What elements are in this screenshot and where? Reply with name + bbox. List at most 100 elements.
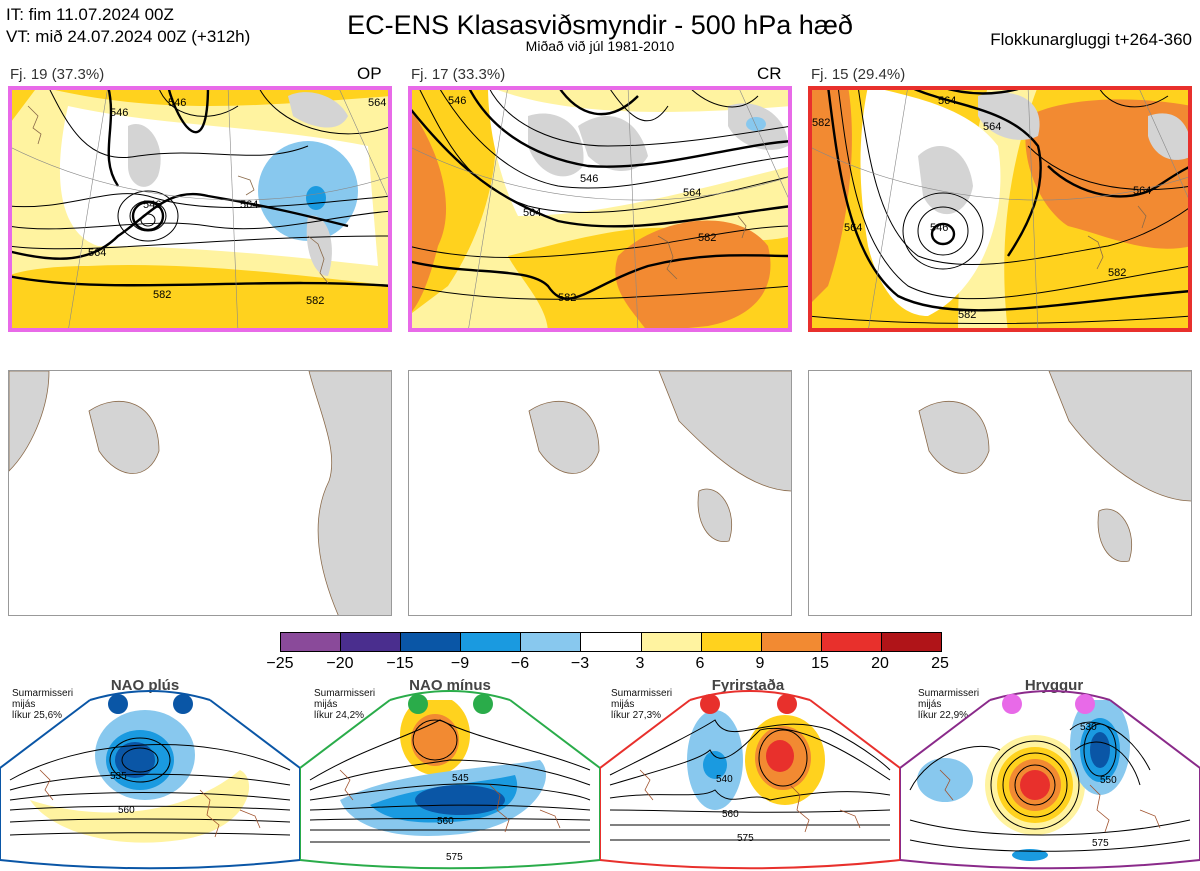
contour-label: 582 — [153, 289, 171, 301]
colorbar-tick: 3 — [635, 655, 645, 672]
base-map-1 — [8, 370, 392, 616]
contour-label: 550 — [1100, 775, 1117, 786]
regime-4-note: Sumarmisseri mijás líkur 22,9% — [918, 688, 980, 721]
contour-label: 564 — [368, 97, 386, 109]
regime-4-map: 530 550 575 — [900, 690, 1200, 870]
colorbar-tick: 9 — [755, 655, 765, 672]
regime-3-dot — [777, 694, 797, 714]
colorbar-tick: 15 — [811, 655, 829, 672]
page-title: EC-ENS Klasasviðsmyndir - 500 hPa hæð — [347, 10, 853, 40]
regime-1-dot — [108, 694, 128, 714]
contour-label: 582 — [958, 309, 976, 321]
colorbar-swatch — [580, 633, 641, 651]
contour-label: 575 — [446, 852, 463, 863]
contour-label: 546 — [930, 222, 948, 234]
contour-label: 546 — [580, 173, 598, 185]
colorbar-swatch — [460, 633, 521, 651]
contour-label: 545 — [452, 773, 469, 784]
regime-2-dot — [408, 694, 428, 714]
contour-label: 564 — [983, 121, 1001, 133]
contour-label: 582 — [698, 232, 716, 244]
cluster-2-label: Fj. 17 (33.3%) — [411, 66, 506, 83]
regime-2-frame — [300, 699, 600, 870]
valid-time: VT: mið 24.07.2024 00Z (+312h) — [6, 27, 251, 46]
colorbar-swatch — [700, 633, 761, 651]
colorbar-swatch — [400, 633, 461, 651]
contour-label: 564 — [88, 247, 106, 259]
cluster-1-map: 546 546 546 564 564 564 582 582 — [8, 86, 392, 332]
cluster-2-map: 546 546 564 564 582 582 — [408, 86, 792, 332]
contour-label: 546 — [448, 95, 466, 107]
contour-label: 575 — [1092, 838, 1109, 849]
colorbar-swatch — [520, 633, 581, 651]
regime-2-dot — [473, 694, 493, 714]
base-map-3 — [808, 370, 1192, 616]
colorbar-swatch — [880, 633, 942, 651]
colorbar-tick: −20 — [326, 655, 354, 672]
contour-label: 540 — [716, 774, 733, 785]
contour-label: 564 — [938, 95, 956, 107]
contour-label: 564 — [523, 207, 541, 219]
contour-label: 564 — [240, 199, 258, 211]
contour-label: 560 — [722, 809, 739, 820]
colorbar-swatch — [760, 633, 821, 651]
colorbar-tick: 20 — [871, 655, 889, 672]
contour-label: 575 — [737, 833, 754, 844]
regime-3-map: 540 560 575 — [600, 690, 900, 870]
regime-4-dot — [1002, 694, 1022, 714]
initial-time: IT: fim 11.07.2024 00Z — [6, 5, 174, 24]
contour-label: 564 — [844, 222, 862, 234]
cluster-3-map: 564 564 564 546 564 582 582 582 — [808, 86, 1192, 332]
contour-label: 564 — [683, 187, 701, 199]
regime-3-dot — [700, 694, 720, 714]
colorbar-swatch — [640, 633, 701, 651]
contour-label: 560 — [118, 805, 135, 816]
page-subtitle: Miðað við júl 1981-2010 — [525, 38, 675, 54]
cluster-3-label: Fj. 15 (29.4%) — [811, 66, 906, 83]
colorbar-tick: −25 — [266, 655, 294, 672]
contour-label: 546 — [143, 199, 161, 211]
regime-3-title: Fyrirstaða — [711, 677, 785, 694]
cluster-1-tag: OP — [357, 64, 382, 83]
regime-1-note: Sumarmisseri mijás líkur 25,6% — [12, 688, 74, 721]
base-map-2 — [408, 370, 792, 616]
colorbar-tick: 6 — [695, 655, 705, 672]
regime-2-title: NAO mínus — [409, 677, 491, 694]
cluster-1-frame — [8, 86, 392, 332]
regime-4-frame — [900, 699, 1200, 870]
contour-label: 582 — [558, 292, 576, 304]
cluster-2-frame — [408, 86, 792, 332]
colorbar-tick: −9 — [450, 655, 470, 672]
regime-4-title: Hryggur — [1024, 677, 1084, 694]
cluster-1-label: Fj. 19 (37.3%) — [10, 66, 105, 83]
regime-1-dot — [173, 694, 193, 714]
contour-label: 546 — [168, 97, 186, 109]
regime-3-frame — [600, 699, 900, 870]
contour-label: 560 — [437, 816, 454, 827]
colorbar-tick: 25 — [931, 655, 949, 672]
contour-label: 582 — [1108, 267, 1126, 279]
contour-label: 535 — [110, 771, 127, 782]
contour-label: 546 — [110, 107, 128, 119]
contour-label: 582 — [812, 117, 830, 129]
regime-1-frame — [0, 699, 300, 870]
colorbar-swatch — [820, 633, 881, 651]
regime-2-note: Sumarmisseri mijás líkur 24,2% — [314, 688, 376, 721]
colorbar-tick: −15 — [386, 655, 414, 672]
colorbar — [280, 632, 942, 652]
header-run-info: IT: fim 11.07.2024 00Z VT: mið 24.07.202… — [6, 4, 250, 48]
classification-window: Flokkunargluggi t+264-360 — [990, 30, 1192, 49]
contour-label: 564 — [1133, 185, 1151, 197]
regime-1-title: NAO plús — [110, 677, 180, 694]
contour-label: 530 — [1080, 722, 1097, 733]
colorbar-tick: −3 — [570, 655, 590, 672]
colorbar-swatch — [340, 633, 401, 651]
cluster-3-frame — [808, 86, 1192, 332]
regime-4-dot — [1075, 694, 1095, 714]
colorbar-tick: −6 — [510, 655, 530, 672]
regime-3-note: Sumarmisseri mijás líkur 27,3% — [611, 688, 673, 721]
cluster-2-tag: CR — [757, 64, 782, 83]
contour-label: 582 — [306, 295, 324, 307]
regime-2-map: 545 560 575 — [300, 690, 600, 870]
regime-1-map: 535 560 — [0, 690, 300, 870]
